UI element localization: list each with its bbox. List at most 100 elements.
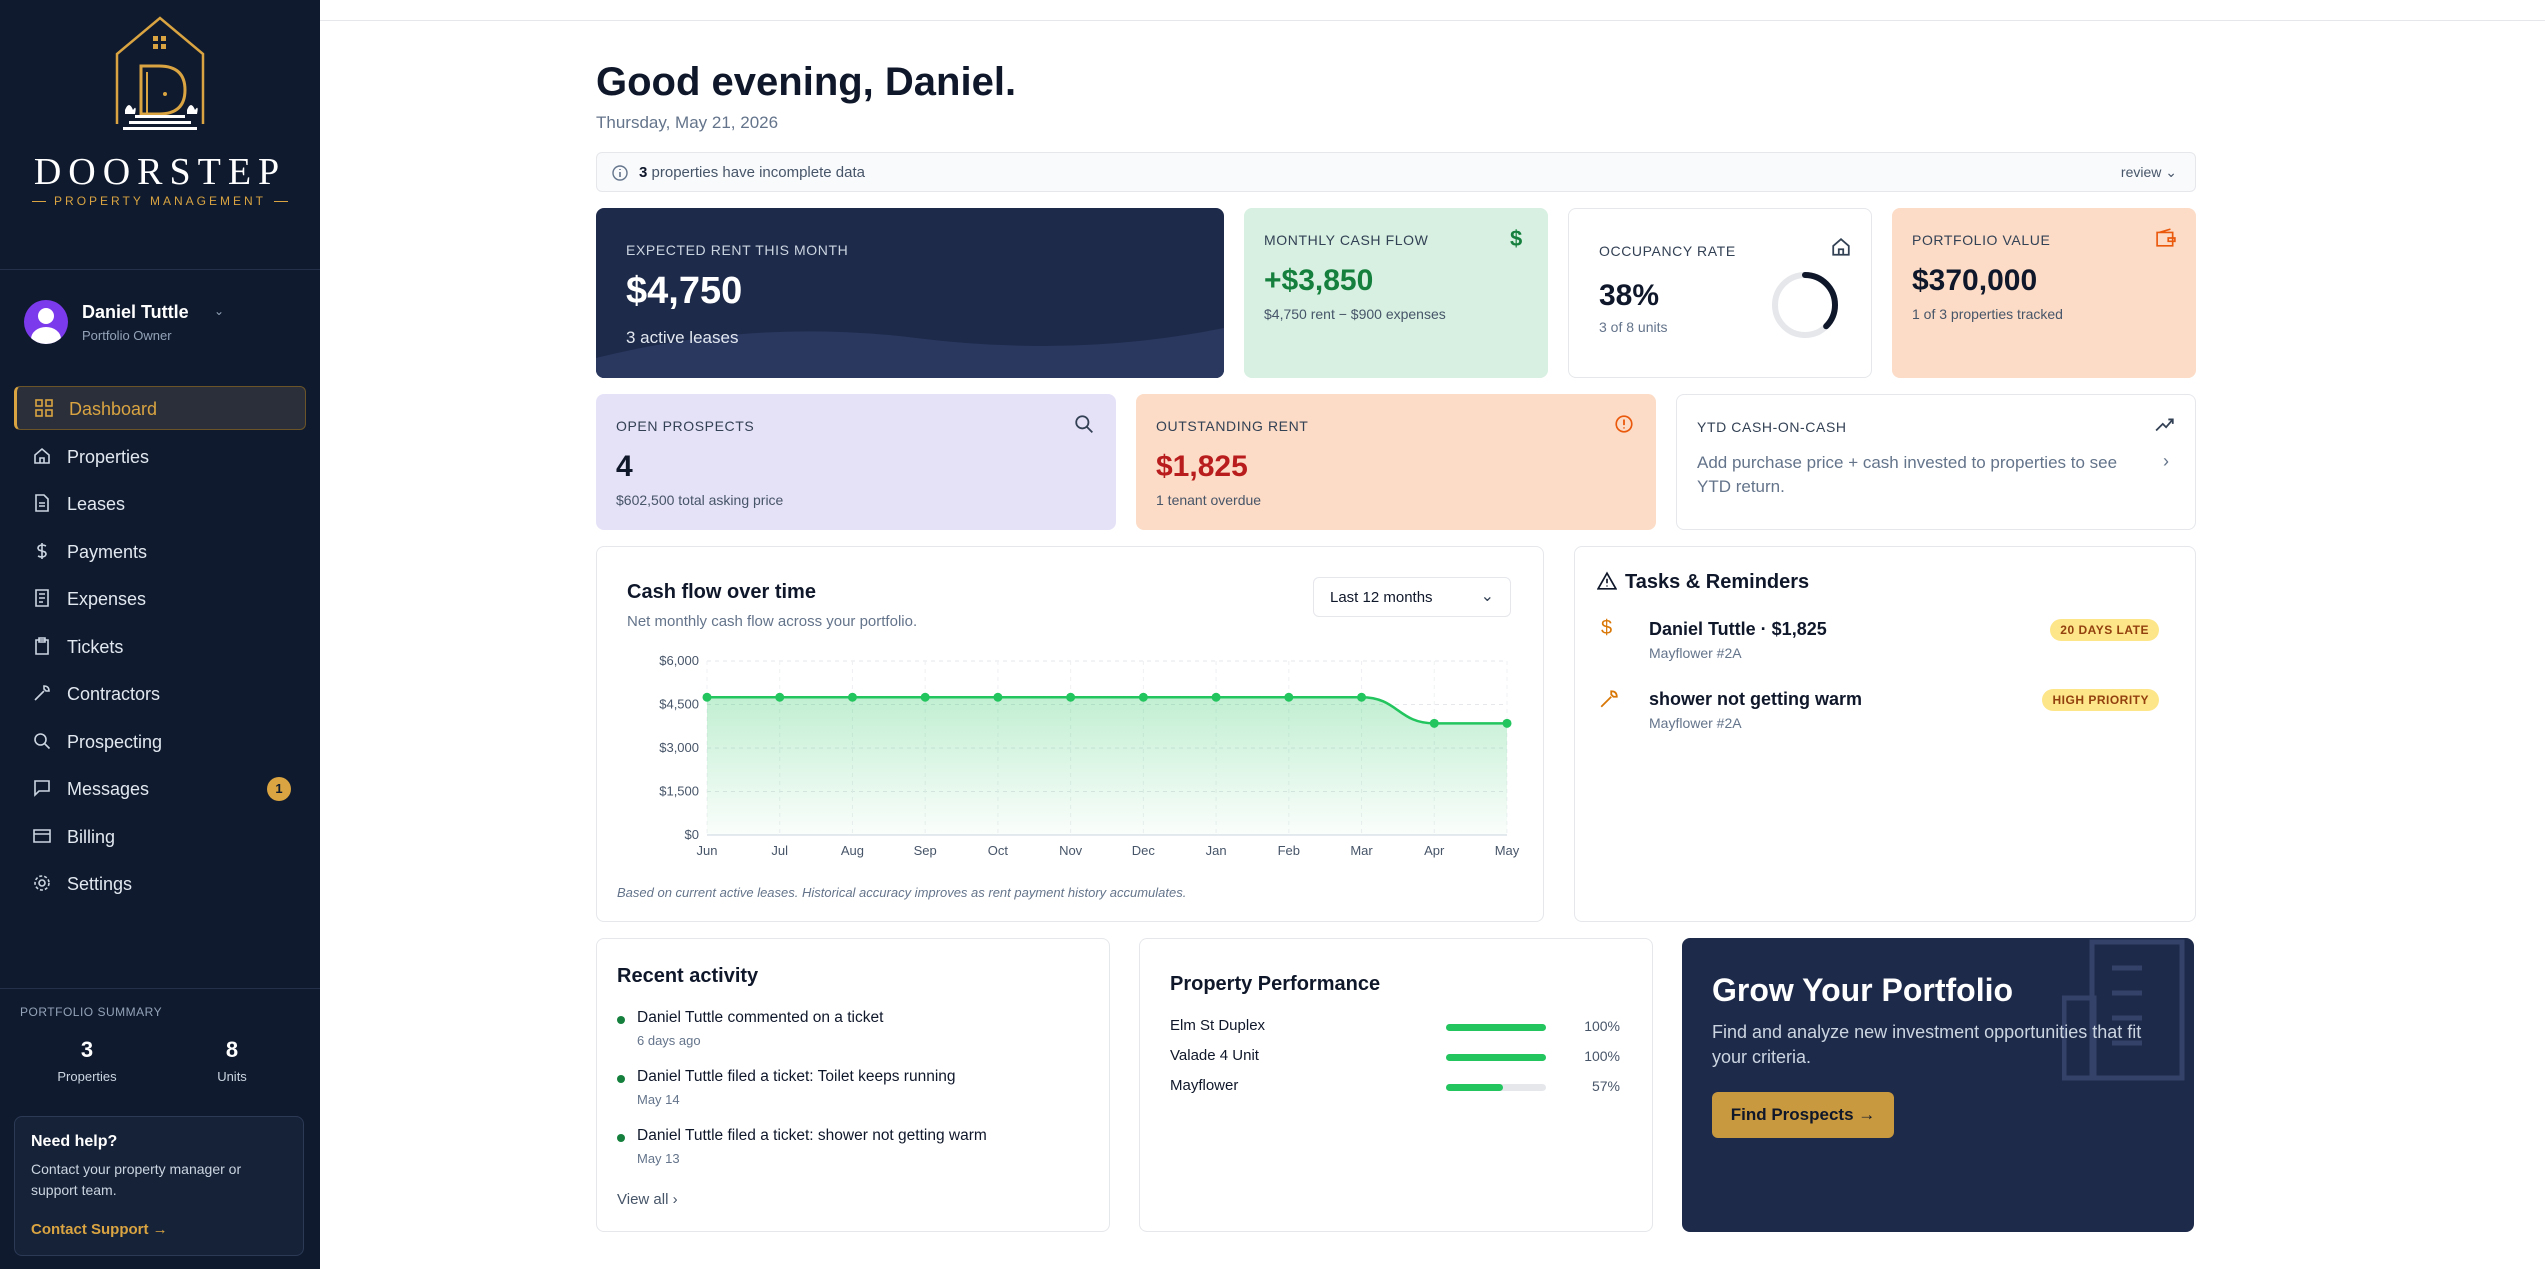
performance-bar-fill	[1446, 1054, 1546, 1061]
grow-title: Grow Your Portfolio	[1712, 972, 2014, 1008]
cash-flow-subtitle: Net monthly cash flow across your portfo…	[627, 613, 918, 630]
x-tick-label: Dec	[1132, 843, 1156, 858]
data-point	[1066, 692, 1076, 702]
info-icon	[612, 165, 628, 181]
x-tick-label: Jul	[771, 843, 788, 858]
recent-activity-panel: Recent activity Daniel Tuttle commented …	[596, 938, 1110, 1232]
sidebar-item-tickets[interactable]: Tickets	[14, 624, 306, 668]
brand-logo[interactable]: DOORSTEP PROPERTY MANAGEMENT	[0, 0, 320, 270]
sidebar-item-payments[interactable]: Payments	[14, 529, 306, 573]
top-bar	[320, 0, 2545, 21]
view-all-link[interactable]: View all ›	[617, 1191, 678, 1208]
property-performance-title: Property Performance	[1170, 973, 1381, 995]
building-decoration-icon	[2062, 939, 2185, 1081]
cash-flow-card[interactable]: MONTHLY CASH FLOW $ +$3,850 $4,750 rent …	[1244, 208, 1548, 378]
portfolio-value-sub: 1 of 3 properties tracked	[1912, 306, 2063, 322]
sidebar-item-prospecting[interactable]: Prospecting	[14, 719, 306, 763]
units-count: 8	[225, 1037, 239, 1062]
task-sub: Mayflower #2A	[1649, 645, 1742, 661]
x-tick-label: Oct	[988, 843, 1009, 858]
property-name: Valade 4 Unit	[1170, 1047, 1259, 1064]
range-select[interactable]: Last 12 months ⌄	[1313, 577, 1511, 617]
cash-flow-sub: $4,750 rent − $900 expenses	[1264, 306, 1446, 322]
sidebar-item-billing[interactable]: Billing	[14, 814, 306, 858]
performance-pct: 100%	[1584, 1048, 1620, 1064]
card-icon	[33, 828, 51, 843]
properties-count: 3	[80, 1037, 94, 1062]
task-item[interactable]: shower not getting warm Mayflower #2A HI…	[1597, 689, 2159, 739]
chevron-right-icon: ›	[672, 1191, 678, 1208]
sidebar-item-label: Leases	[67, 494, 126, 514]
tasks-title: Tasks & Reminders	[1625, 571, 1810, 593]
sidebar-item-messages[interactable]: Messages 1	[14, 766, 306, 810]
data-point	[1284, 692, 1294, 702]
review-toggle[interactable]: review ⌄	[2121, 164, 2177, 181]
task-title: shower not getting warm	[1649, 689, 1863, 709]
avatar	[24, 300, 68, 344]
portfolio-value-card[interactable]: PORTFOLIO VALUE $370,000 1 of 3 properti…	[1892, 208, 2196, 378]
prospects-card[interactable]: OPEN PROSPECTS 4 $602,500 total asking p…	[596, 394, 1116, 530]
task-title: Daniel Tuttle · $1,825	[1649, 619, 1827, 639]
occupancy-sub: 3 of 8 units	[1599, 319, 1668, 335]
sidebar-item-label: Properties	[67, 446, 150, 467]
ytd-cash-on-cash-card[interactable]: YTD CASH-ON-CASH Add purchase price + ca…	[1676, 394, 2196, 530]
sidebar-item-expenses[interactable]: Expenses	[14, 576, 306, 620]
data-point	[1502, 718, 1512, 728]
house-logo-icon	[115, 16, 205, 130]
cash-flow-chart: $0 $1,500 $3,000 $4,500 $6,000 Jun Jul Aug Sep Oc…	[659, 653, 1520, 858]
chevron-down-icon: ⌄	[214, 304, 225, 318]
data-point	[920, 692, 930, 702]
summary-properties: 3 Properties	[27, 1037, 147, 1084]
chevron-down-icon: ⌄	[2165, 164, 2177, 180]
sidebar-item-label: Dashboard	[69, 399, 158, 419]
performance-bar	[1446, 1054, 1546, 1061]
search-icon	[1075, 415, 1093, 433]
sidebar-item-settings[interactable]: Settings	[14, 861, 306, 905]
units-label: Units	[217, 1069, 247, 1084]
occupancy-card[interactable]: OCCUPANCY RATE 38% 3 of 8 units	[1568, 208, 1872, 378]
data-point	[1211, 692, 1221, 702]
wrench-icon	[34, 685, 50, 701]
user-menu[interactable]: Daniel Tuttle ⌄ Portfolio Owner	[24, 298, 304, 348]
incomplete-data-notice: 3 properties have incomplete data review…	[596, 152, 2196, 192]
performance-bar-fill	[1446, 1024, 1546, 1031]
expected-rent-label: EXPECTED RENT THIS MONTH	[626, 242, 849, 258]
occupancy-ring	[1772, 272, 1838, 338]
home-icon	[1832, 238, 1850, 256]
outstanding-rent-card[interactable]: OUTSTANDING RENT $1,825 1 tenant overdue	[1136, 394, 1656, 530]
home-icon	[34, 447, 50, 464]
notice-message: properties have incomplete data	[651, 164, 865, 181]
contact-support-link[interactable]: Contact Support →	[31, 1221, 168, 1238]
document-icon	[35, 494, 49, 512]
sidebar-item-contractors[interactable]: Contractors	[14, 671, 306, 715]
outstanding-rent-sub: 1 tenant overdue	[1156, 492, 1262, 508]
occupancy-value: 38%	[1599, 279, 1660, 312]
task-item[interactable]: $ Daniel Tuttle · $1,825 Mayflower #2A 2…	[1597, 617, 2159, 669]
warning-icon	[1597, 571, 1617, 590]
x-tick-label: Jan	[1206, 843, 1227, 858]
current-date: Thursday, May 21, 2026	[596, 113, 779, 132]
data-point	[702, 692, 712, 702]
x-tick-label: Sep	[914, 843, 937, 858]
expected-rent-card[interactable]: EXPECTED RENT THIS MONTH $4,750 3 active…	[596, 208, 1224, 378]
performance-row: Elm St Duplex 100%	[1170, 1017, 1620, 1037]
sidebar-item-leases[interactable]: Leases	[14, 481, 306, 525]
dollar-icon: $	[1510, 226, 1523, 251]
outstanding-rent-label: OUTSTANDING RENT	[1156, 418, 1309, 434]
occupancy-label: OCCUPANCY RATE	[1599, 243, 1736, 259]
view-all-label: View all	[617, 1191, 669, 1208]
properties-label: Properties	[57, 1069, 117, 1084]
wrench-icon	[1600, 690, 1618, 708]
find-prospects-button[interactable]: Find Prospects →	[1712, 1092, 1894, 1138]
property-performance-panel: Property Performance Elm St Duplex 100% …	[1139, 938, 1653, 1232]
data-point	[993, 692, 1003, 702]
x-tick-label: Aug	[841, 843, 864, 858]
data-point	[847, 692, 857, 702]
recent-activity-title: Recent activity	[617, 965, 759, 987]
sidebar-item-dashboard[interactable]: Dashboard	[14, 386, 306, 430]
performance-row: Mayflower 57%	[1170, 1077, 1620, 1097]
sidebar-item-properties[interactable]: Properties	[14, 434, 306, 478]
clipboard-icon	[35, 636, 49, 655]
brand-name: DOORSTEP	[33, 151, 287, 193]
